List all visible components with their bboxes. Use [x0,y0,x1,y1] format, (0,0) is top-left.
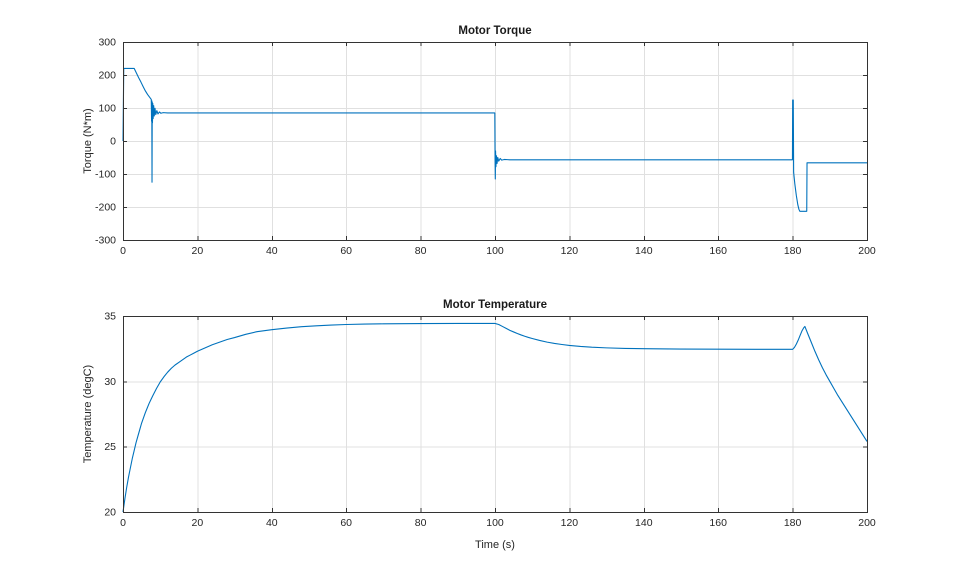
x-tick-label: 0 [120,245,126,257]
y-tick-label: 0 [110,136,116,148]
torque-chart-title: Motor Torque [458,25,532,37]
y-tick-label: 20 [104,507,116,519]
y-tick-label: 25 [104,441,116,453]
x-tick-label: 40 [266,245,278,257]
torque-line [122,67,867,212]
x-tick-label: 20 [192,517,204,529]
x-tick-label: 20 [192,245,204,257]
x-tick-label: 0 [120,517,126,529]
x-tick-label: 140 [635,517,653,529]
x-tick-label: 100 [486,245,504,257]
x-tick-label: 40 [266,517,278,529]
x-tick-label: 180 [784,245,802,257]
temperature-chart-title: Motor Temperature [443,299,547,311]
x-tick-label: 140 [635,245,653,257]
chart-0-axes [123,42,868,241]
chart-0-group: 0 20 40 60 80 100 120 140 160 180 200 -300 -200 -100 0… [95,37,876,258]
x-tick-label: 160 [709,245,727,257]
y-tick-label: 35 [104,311,116,323]
temperature-line [122,322,868,513]
x-tick-label: 80 [415,245,427,257]
x-tick-label: 160 [709,517,727,529]
x-tick-label: 200 [858,245,876,257]
chart-1-axes [123,316,868,513]
temperature-y-axis-label: Temperature (degC) [82,364,94,464]
y-tick-label: 200 [98,70,116,82]
x-tick-label: 200 [858,517,876,529]
y-tick-label: 100 [98,103,116,115]
x-tick-label: 180 [784,517,802,529]
time-x-axis-label: Time (s) [475,539,515,551]
x-tick-label: 60 [340,517,352,529]
chart-1-group: 0 20 40 60 80 100 120 140 160 180 200 20 25 30 35 [104,311,876,530]
x-tick-label: 100 [486,517,504,529]
y-tick-label: 30 [104,376,116,388]
x-tick-label: 120 [561,517,579,529]
y-tick-label: -100 [95,169,116,181]
x-tick-label: 60 [340,245,352,257]
chart-0-tick-labels: 0 20 40 60 80 100 120 140 160 180 200 -300 -200 -100 0… [95,37,876,258]
y-tick-label: -200 [95,202,116,214]
y-tick-label: -300 [95,235,116,247]
y-tick-label: 300 [98,37,116,49]
torque-y-axis-label: Torque (N*m) [82,108,94,174]
x-tick-label: 120 [561,245,579,257]
chart-1-tick-labels: 0 20 40 60 80 100 120 140 160 180 200 20 25 30 35 [104,311,876,530]
x-tick-label: 80 [415,517,427,529]
